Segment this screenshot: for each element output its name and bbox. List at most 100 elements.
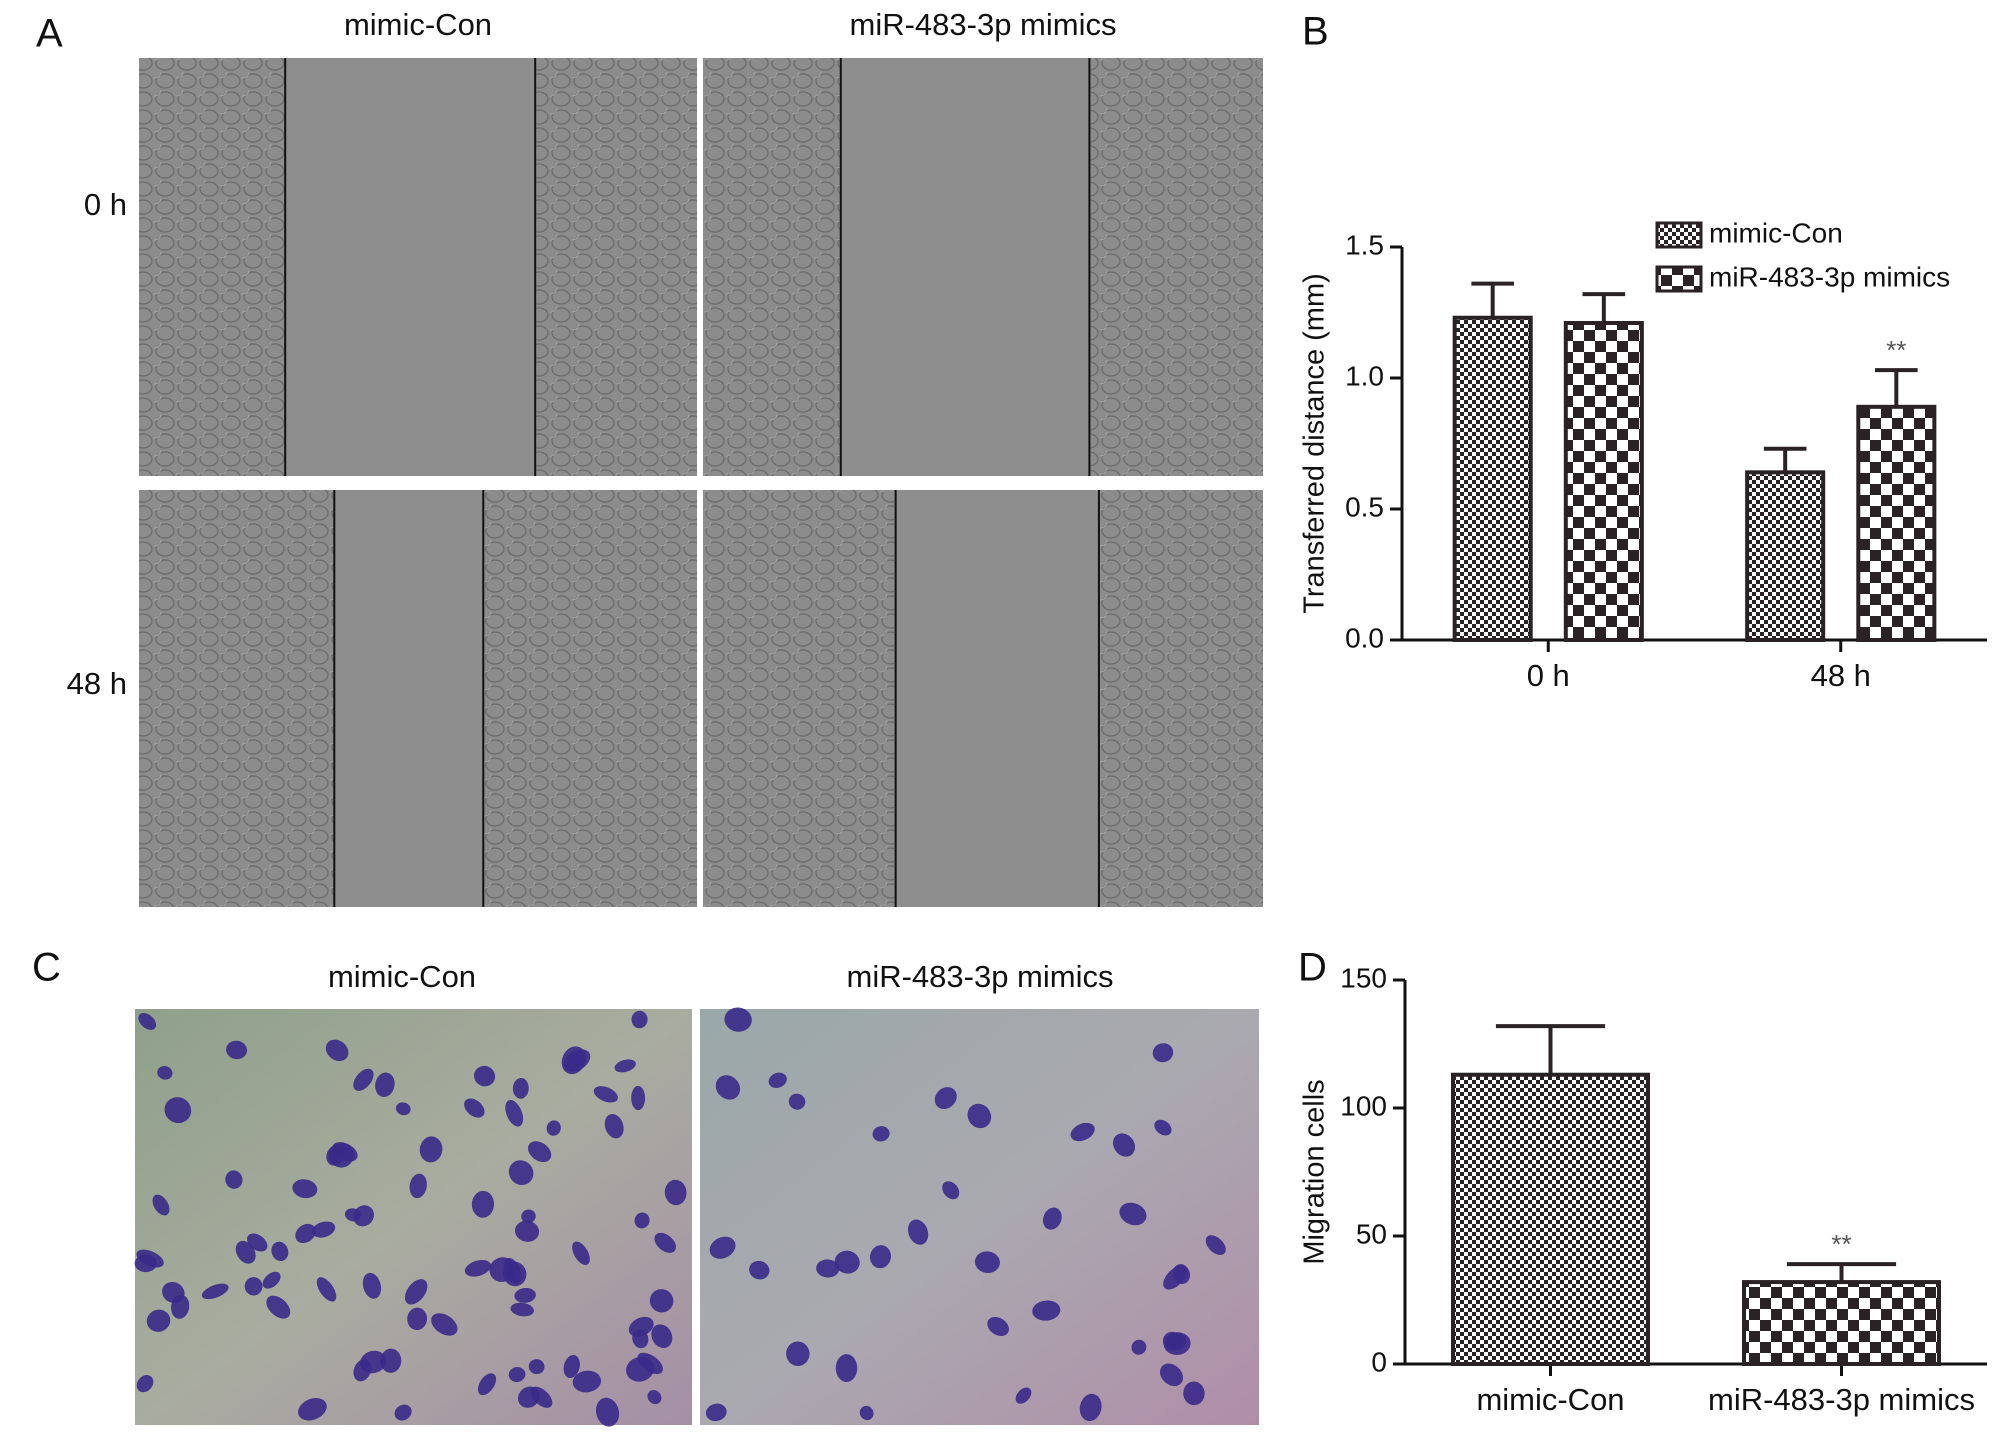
stained-cell (563, 1354, 580, 1379)
stained-cell (786, 1341, 810, 1367)
stained-cell (974, 1251, 1000, 1274)
panel-label: A (36, 12, 63, 56)
stained-cell (508, 1367, 526, 1383)
micrograph (139, 58, 697, 476)
significance: ** (1886, 335, 1906, 365)
stained-cell (749, 1260, 770, 1280)
stained-cell (404, 1279, 428, 1305)
stained-cell (1166, 1332, 1187, 1350)
stained-cell (631, 1010, 648, 1029)
stained-cell (395, 1102, 411, 1116)
stained-cell (834, 1250, 860, 1274)
stained-cell (595, 1397, 620, 1427)
stained-cell (593, 1086, 618, 1103)
y-tick-label: 100 (1340, 1090, 1387, 1121)
stained-cell (628, 1316, 654, 1337)
stained-cell (295, 1223, 316, 1244)
stained-cell (464, 1098, 485, 1118)
stained-cell (353, 1205, 374, 1227)
y-tick-label: 0.5 (1345, 491, 1384, 522)
column-label: miR-483-3p mimics (850, 7, 1117, 42)
y-tick-label: 150 (1340, 962, 1387, 993)
membrane (135, 1009, 692, 1425)
charts: 0.0 0.5 1.0 1.5 Transferred distance (mm) 0 h… (1299, 217, 1987, 1417)
legend-swatch (1655, 221, 1703, 249)
stained-cell (1079, 1393, 1102, 1422)
stained-cell (360, 1350, 387, 1374)
stained-cell (987, 1316, 1009, 1337)
bar (1452, 315, 1533, 642)
stained-cell (1032, 1300, 1061, 1321)
y-tick-label: 0 (1371, 1346, 1387, 1377)
stained-cell (326, 1145, 345, 1166)
stained-cell (471, 1190, 495, 1218)
stained-cell (515, 1220, 540, 1242)
stained-cell (715, 1075, 741, 1100)
legend-label: miR-483-3p mimics (1709, 261, 1950, 292)
column-label: mimic-Con (328, 959, 476, 994)
stained-cell (521, 1209, 536, 1224)
bar (1856, 404, 1937, 642)
stained-cell (298, 1398, 327, 1421)
stained-cell (649, 1289, 674, 1313)
stained-cell (474, 1065, 496, 1087)
error-bar (1495, 1024, 1606, 1075)
stained-cell (835, 1354, 858, 1383)
stained-cell (1205, 1235, 1226, 1255)
x-tick-label: 0 h (1527, 658, 1570, 693)
stained-cell (152, 1194, 170, 1216)
stained-cell (816, 1259, 840, 1278)
stained-cell (262, 1271, 281, 1289)
wound-gap (285, 58, 536, 476)
stained-cell (1183, 1381, 1205, 1406)
micrograph (139, 490, 697, 907)
stained-cell (572, 1241, 590, 1266)
stained-cell (508, 1160, 534, 1186)
stained-cell (788, 1093, 806, 1110)
error-bar (1875, 368, 1918, 407)
stained-cell (1131, 1339, 1147, 1355)
panel-label: C (32, 946, 61, 990)
stained-cell (664, 1179, 687, 1206)
stained-cell (292, 1179, 318, 1199)
stained-cell (344, 1208, 361, 1222)
bar (1451, 1072, 1650, 1366)
stained-cell (634, 1212, 650, 1229)
stained-cell (859, 1405, 874, 1421)
stained-cell (409, 1173, 427, 1199)
stained-cell (419, 1136, 443, 1163)
stained-cell (1113, 1133, 1136, 1157)
stained-cell (1070, 1122, 1095, 1142)
stained-cell (136, 1375, 154, 1393)
micrograph (703, 490, 1263, 907)
stained-cell (872, 1126, 890, 1142)
stained-cell (709, 1236, 736, 1259)
x-tick-label: miR-483-3p mimics (1708, 1382, 1975, 1417)
panel-label: B (1302, 10, 1329, 54)
stained-cell (464, 1259, 492, 1277)
stained-cell (1159, 1363, 1183, 1387)
error-bar (1582, 292, 1626, 323)
error-bar (1763, 446, 1807, 473)
row-label: 48 h (67, 666, 127, 701)
stained-cell (1042, 1207, 1062, 1230)
stained-cell (311, 1221, 336, 1238)
stained-cell (136, 1249, 164, 1268)
stained-cell (517, 1386, 540, 1408)
stained-cell (510, 1302, 534, 1317)
y-tick-label: 50 (1356, 1218, 1387, 1249)
stained-cell (164, 1097, 192, 1124)
stained-cell (505, 1099, 524, 1127)
stained-cell (934, 1087, 957, 1110)
y-tick-label: 1.5 (1345, 229, 1384, 260)
stained-cell (235, 1240, 256, 1264)
y-axis-label: Transferred distance (mm) (1299, 273, 1331, 614)
stained-cell (266, 1295, 291, 1319)
stained-cell (146, 1309, 171, 1332)
stained-cell (1015, 1387, 1032, 1404)
bar (1563, 320, 1644, 642)
error-bar (1471, 281, 1514, 318)
panel-label: D (1298, 946, 1327, 990)
stained-cell (647, 1390, 662, 1405)
stained-cell (477, 1373, 497, 1396)
